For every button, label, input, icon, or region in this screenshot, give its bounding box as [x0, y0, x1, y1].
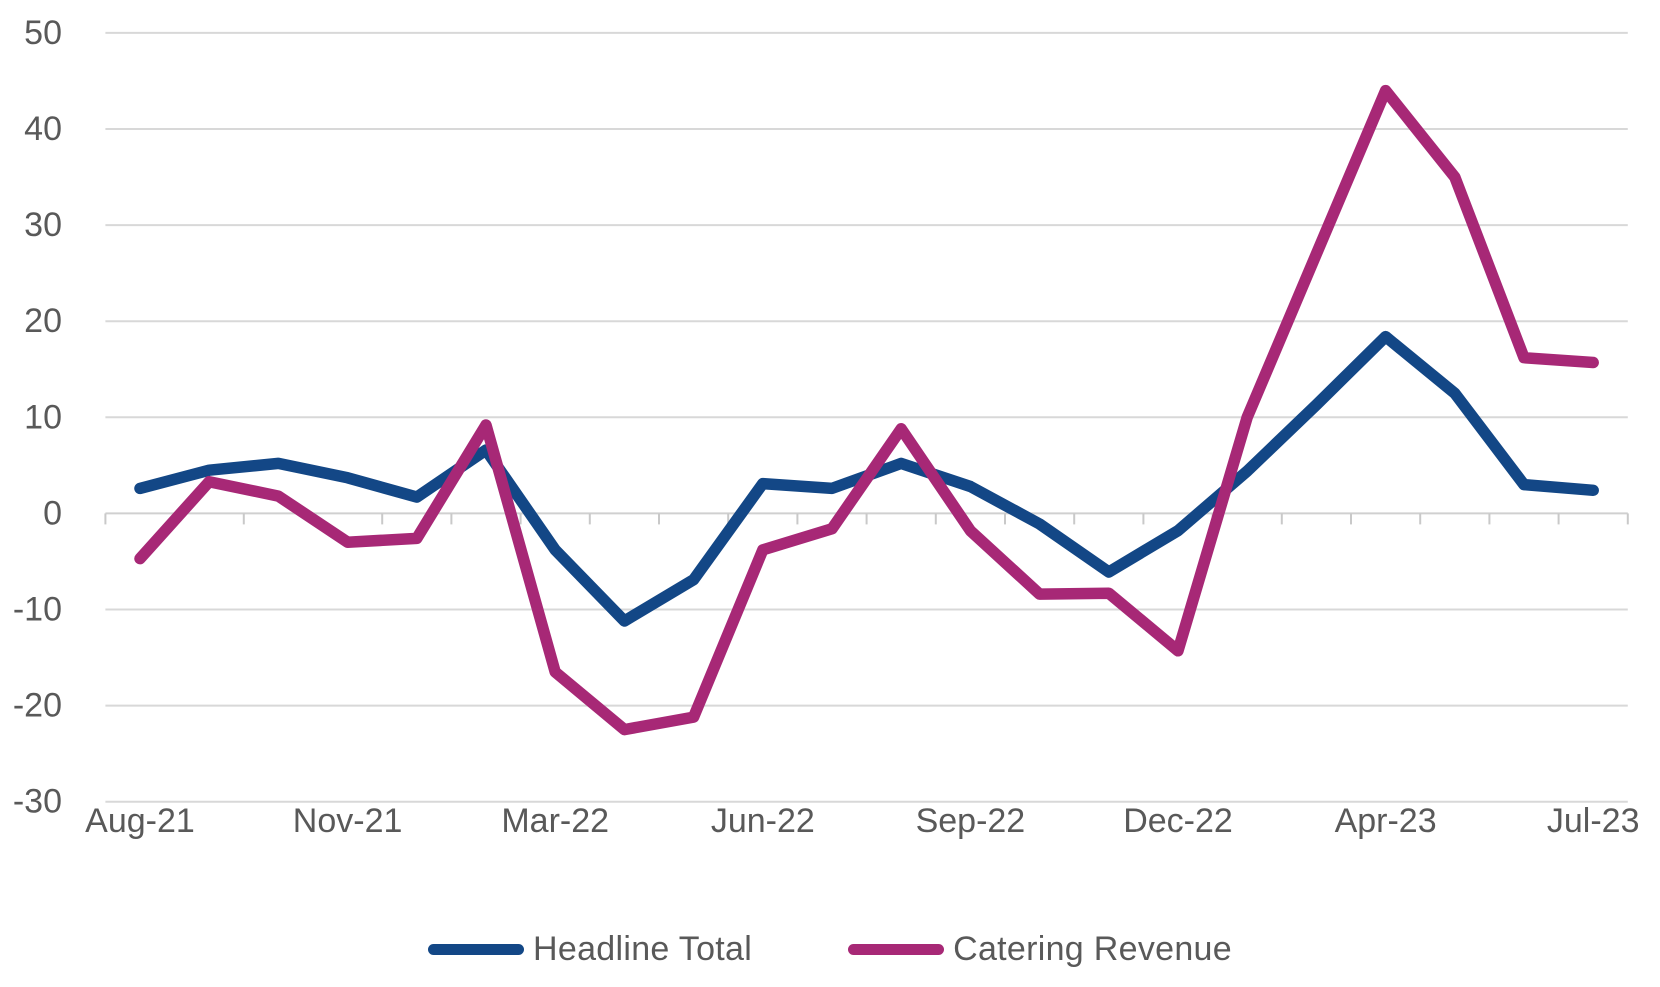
chart-legend: Headline Total Catering Revenue [0, 930, 1660, 969]
headline-total-line-swatch [428, 944, 525, 955]
x-axis-tick-label: Jul-23 [1547, 802, 1640, 840]
catering-revenue-line-swatch [848, 944, 945, 955]
y-axis-tick-label: -10 [13, 591, 62, 629]
legend-label-catering-revenue: Catering Revenue [953, 930, 1232, 968]
x-axis-tick-label: Jun-22 [711, 802, 815, 840]
x-axis-tick-label: Apr-23 [1335, 802, 1437, 840]
catering-revenue-line [134, 84, 1599, 736]
y-axis-tick-label: 10 [24, 398, 62, 436]
x-axis-tick-label: Aug-21 [85, 802, 195, 840]
y-axis-tick-label: -20 [13, 687, 62, 725]
y-axis-tick-label: -30 [13, 783, 62, 821]
y-axis-tick-label: 50 [24, 14, 62, 52]
legend-item-catering-revenue: Catering Revenue [848, 930, 1232, 969]
y-axis-tick-label: 40 [24, 110, 62, 148]
x-axis-tick-label: Nov-21 [293, 802, 403, 840]
x-axis-tick-label: Dec-22 [1123, 802, 1233, 840]
legend-label-headline-total: Headline Total [533, 930, 753, 968]
legend-item-headline-total: Headline Total [428, 930, 752, 969]
y-axis-tick-label: 0 [43, 494, 62, 532]
x-axis-tick-label: Mar-22 [501, 802, 609, 840]
y-axis-tick-label: 20 [24, 302, 62, 340]
y-axis-tick-label: 30 [24, 206, 62, 244]
x-axis-tick-label: Sep-22 [916, 802, 1026, 840]
